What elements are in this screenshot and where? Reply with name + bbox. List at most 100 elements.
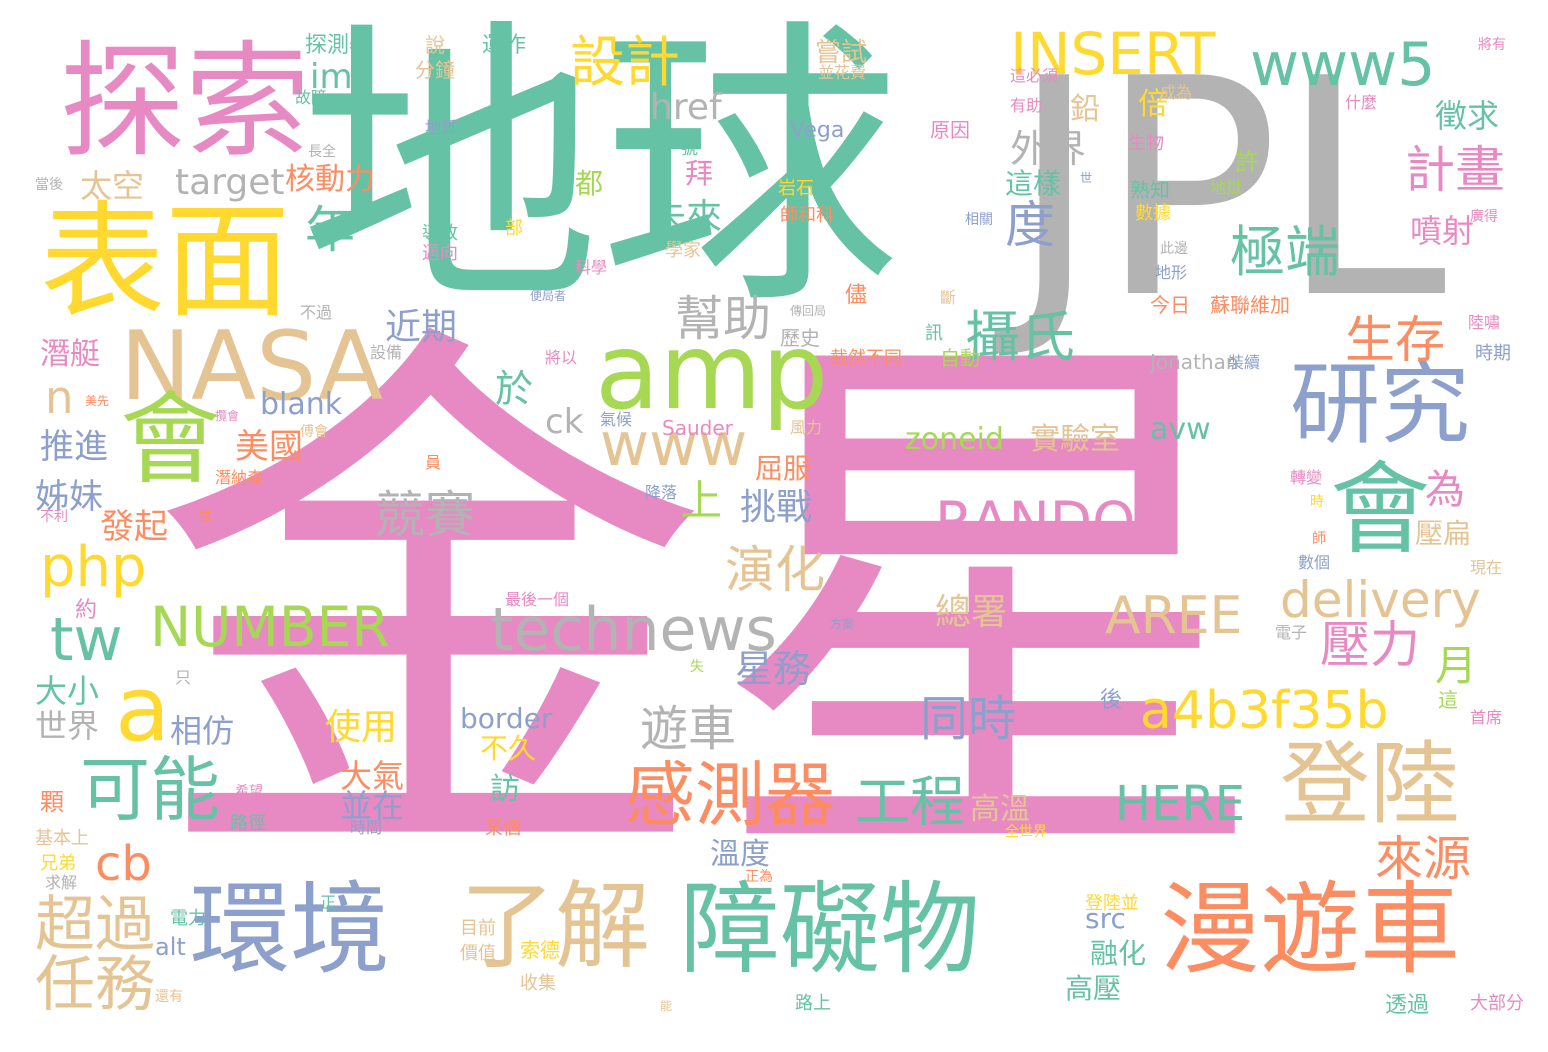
cloud-word: 希望 <box>235 784 263 800</box>
cloud-word: 收集 <box>520 973 556 994</box>
cloud-word: 陸嘯 <box>1468 313 1501 332</box>
cloud-word: 故障 <box>295 88 328 107</box>
cloud-word: 號 <box>680 138 698 159</box>
cloud-word: 此邊 <box>1160 241 1188 257</box>
cloud-word: img <box>310 57 375 97</box>
cloud-word: 師和科 <box>780 205 834 226</box>
cloud-word: Vega <box>790 118 845 143</box>
cloud-word: 環境 <box>190 871 390 988</box>
cloud-word: 岩石 <box>778 178 814 199</box>
cloud-word: 透過 <box>1385 993 1430 1018</box>
cloud-word: 運作 <box>482 33 527 58</box>
cloud-word: 某個 <box>485 818 521 839</box>
cloud-word: alt <box>155 933 186 961</box>
cloud-word: amp <box>595 311 829 433</box>
cloud-word: 地質 <box>425 118 458 137</box>
cloud-word: 傅會 <box>300 424 328 440</box>
cloud-word: 壓扁 <box>1415 517 1472 550</box>
cloud-word: www5 <box>1250 30 1436 100</box>
cloud-word: 顆 <box>40 788 64 816</box>
cloud-word: 美國 <box>235 427 303 467</box>
cloud-word: 使用 <box>325 707 398 748</box>
cloud-word: 首席 <box>1470 708 1503 727</box>
cloud-word: 總署 <box>935 592 1008 633</box>
cloud-word: 兄弟 <box>40 853 76 874</box>
cloud-word: 競賽 <box>375 486 475 544</box>
cloud-word: technews <box>490 595 777 665</box>
cloud-word: 約 <box>75 598 98 623</box>
cloud-word: 為 <box>1425 467 1465 513</box>
cloud-word: 這 <box>1438 688 1458 712</box>
cloud-word: 探測器 <box>305 33 372 58</box>
cloud-word: 地形 <box>1155 263 1188 282</box>
cloud-word: 說 <box>425 33 445 57</box>
cloud-word: 地球 <box>300 0 900 344</box>
cloud-word: 探索 <box>60 30 310 175</box>
cloud-word: 遊車 <box>640 701 737 757</box>
cloud-word: 大部分 <box>1470 993 1524 1014</box>
cloud-word: 世 <box>1080 171 1093 185</box>
cloud-word: AREE <box>1105 586 1243 646</box>
cloud-word: 拜 <box>685 157 714 190</box>
cloud-word: delivery <box>1280 571 1481 629</box>
cloud-word: 數據 <box>1135 203 1171 224</box>
cloud-word: 求解 <box>45 873 78 892</box>
cloud-word: NUMBER <box>150 595 390 659</box>
cloud-word: 成為 <box>1160 83 1193 102</box>
cloud-word: 演化 <box>725 541 825 599</box>
cloud-word: cb <box>95 836 152 892</box>
cloud-word: 來源 <box>1375 831 1472 887</box>
cloud-word: 實驗室 <box>1030 422 1120 457</box>
cloud-word: 長全 <box>308 144 336 160</box>
cloud-word: 高溫 <box>970 792 1030 827</box>
cloud-word: 研究 <box>1290 352 1470 457</box>
cloud-word: avw <box>1150 412 1211 447</box>
cloud-word: 幫助 <box>675 291 772 347</box>
cloud-word: 超過 <box>35 890 155 960</box>
cloud-word: 相仿 <box>170 712 235 750</box>
cloud-word: 科學 <box>575 258 608 277</box>
cloud-word: 斷 <box>940 288 957 307</box>
cloud-word: 於 <box>495 367 534 411</box>
cloud-word: 生物 <box>1128 133 1164 154</box>
cloud-word: 截然不同 <box>830 348 902 369</box>
cloud-word: 倍 <box>1138 87 1168 122</box>
cloud-word: 同時 <box>920 691 1017 747</box>
cloud-word: 正為 <box>745 869 773 885</box>
cloud-word: 壓力 <box>1320 616 1420 674</box>
cloud-word: 還有 <box>155 989 183 1005</box>
cloud-word: 攬會 <box>215 409 240 423</box>
cloud-word: 了解 <box>460 872 651 982</box>
cloud-word: 今日 <box>1150 293 1190 317</box>
cloud-word: 外界 <box>1010 127 1087 171</box>
cloud-word: RANDOM <box>935 490 1183 554</box>
cloud-word: Sauder <box>662 416 733 440</box>
cloud-word: 障礙物 <box>680 871 980 988</box>
cloud-word: 感測器 <box>625 754 835 836</box>
cloud-word: 溫度 <box>710 837 770 872</box>
cloud-word: 便局者 <box>530 289 567 303</box>
cloud-word: php <box>40 535 147 600</box>
cloud-word: blank <box>260 387 343 422</box>
cloud-word: 核動力 <box>285 162 375 197</box>
cloud-word: 這必須 <box>1010 66 1059 85</box>
cloud-word: 電子 <box>1275 623 1308 642</box>
cloud-word: 工程 <box>855 770 966 834</box>
cloud-word: 後 <box>1100 688 1123 713</box>
cloud-word: 漫遊車 <box>1160 871 1460 988</box>
cloud-word: 時間 <box>350 818 383 837</box>
cloud-word: ck <box>545 402 584 442</box>
cloud-word: 會 <box>120 381 220 498</box>
cloud-word: 屈服 <box>755 452 812 485</box>
cloud-word: 推進 <box>40 427 108 467</box>
cloud-word: www <box>600 410 748 480</box>
cloud-word: 可能 <box>80 749 220 831</box>
cloud-word: href <box>650 87 722 128</box>
cloud-word: 自動 <box>940 346 980 370</box>
cloud-word: 失 <box>690 659 704 675</box>
cloud-word: 不利 <box>40 509 68 525</box>
cloud-word: tw <box>50 605 123 675</box>
cloud-word: 價值 <box>460 943 496 964</box>
cloud-word: 近期 <box>385 307 458 348</box>
cloud-word: 高壓 <box>1065 972 1122 1005</box>
